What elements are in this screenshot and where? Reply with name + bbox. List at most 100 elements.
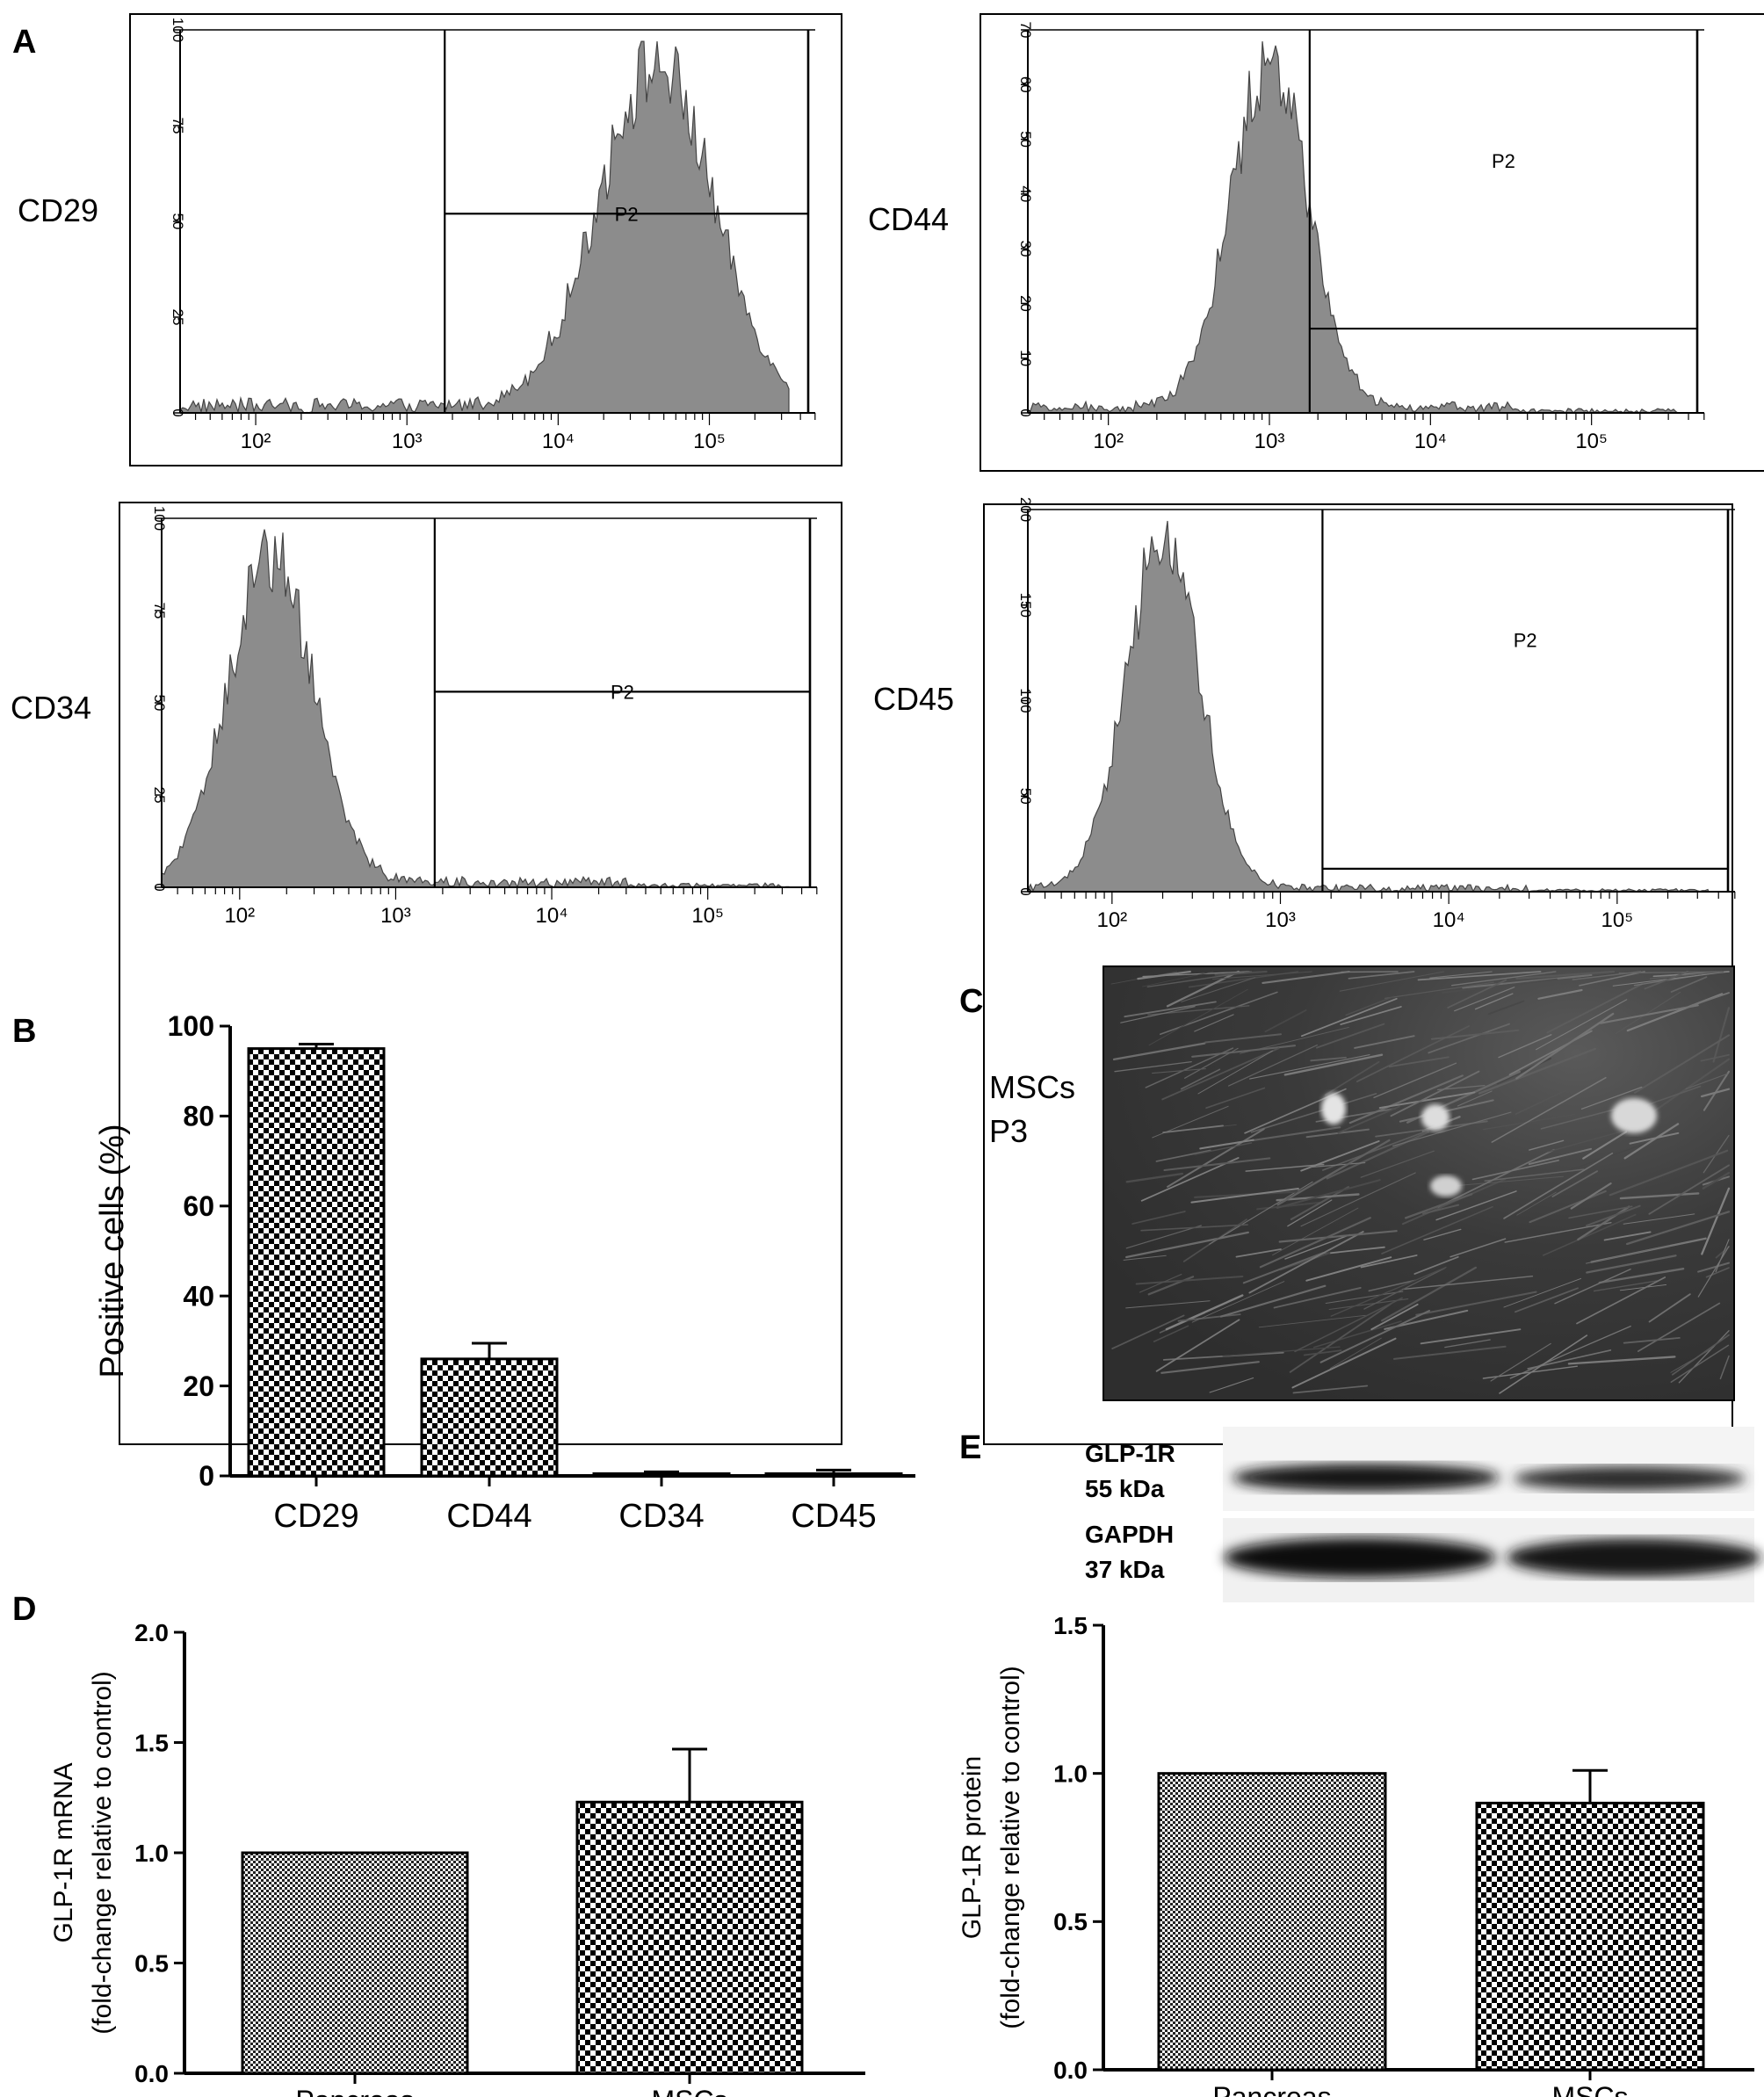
y-tick-label: 80 (183, 1101, 214, 1132)
histogram-y-tick-label: 25 (151, 787, 168, 804)
histogram-x-tick-label: 10³ (1265, 908, 1296, 932)
bar (247, 1047, 386, 1478)
gate-label: P2 (1514, 630, 1537, 652)
histogram-x-tick-label: 10⁴ (542, 430, 575, 453)
histogram-frame (119, 502, 842, 1445)
micrograph-msc-p3 (1102, 965, 1735, 1401)
bar-chart-glp1r-mrna: 0.0 0.5 1.0 1.5 2.0 GLP-1R mRNA (fold-change r… (49, 1619, 865, 2097)
y-tick-label: 1.5 (1053, 1612, 1088, 1639)
histogram-y-tick-label: 60 (1017, 76, 1034, 93)
western-label-gapdh: GAPDH (1085, 1521, 1174, 1548)
x-tick-label: CD29 (273, 1498, 358, 1535)
histogram-cd29: CD29 100 75 50 25 0 10² 10³ 10⁴ 10⁵ P2 (18, 13, 842, 466)
x-tick-label: CD44 (446, 1498, 531, 1535)
histogram-y-tick-label: 75 (170, 118, 186, 134)
histogram-distribution (161, 529, 792, 889)
histogram-marker-label: CD34 (11, 690, 91, 726)
bar (1157, 1772, 1387, 2072)
histogram-x-tick-label: 10⁴ (1414, 430, 1447, 453)
gate-label: P2 (615, 203, 639, 225)
gate-label: P2 (611, 681, 634, 703)
bar (1475, 1801, 1705, 2072)
y-tick-label: 0.0 (1053, 2057, 1088, 2084)
histogram-x-tick-label: 10⁵ (1601, 908, 1634, 932)
histogram-y-tick-label: 100 (151, 506, 168, 531)
western-blot (1223, 1427, 1761, 1602)
bar-chart-positive-cells: 0 20 40 60 80 100 Positive cells (%) CD29 CD44 CD… (94, 1010, 915, 1535)
y-tick-label: 20 (183, 1370, 214, 1402)
x-tick-label: CD34 (618, 1498, 704, 1535)
micrograph-texture (1110, 970, 1731, 1394)
histogram-y-tick-label: 20 (1017, 295, 1034, 312)
y-tick-label: 60 (183, 1190, 214, 1222)
y-axis-label: (fold-change relative to control) (996, 1666, 1025, 2029)
histogram-y-tick-label: 10 (1017, 350, 1034, 366)
histogram-x-tick-label: 10³ (380, 904, 411, 928)
histogram-y-tick-label: 70 (1017, 22, 1034, 39)
x-tick-label: MSCs (651, 2085, 727, 2097)
histogram-x-tick-label: 10⁴ (536, 904, 568, 928)
y-tick-label: 0.0 (134, 2060, 169, 2087)
y-tick-label: 1.5 (134, 1729, 169, 1756)
histogram-y-tick-label: 30 (1017, 241, 1034, 257)
histogram-y-tick-label: 50 (151, 695, 168, 712)
y-axis-label: GLP-1R protein (958, 1756, 987, 1939)
panel-label-c: C (959, 983, 983, 1020)
histogram-cd44: CD44 70 60 50 40 30 20 10 0 10² 10³ 10⁴ 10⁵ P2 (868, 13, 1764, 472)
histogram-frame (980, 13, 1764, 472)
histogram-x-tick-label: 10⁵ (1575, 430, 1608, 453)
histogram-y-tick-label: 100 (170, 18, 186, 42)
histogram-x-tick-label: 10² (1096, 908, 1127, 932)
bar (592, 1472, 731, 1478)
y-tick-label: 1.0 (1053, 1760, 1088, 1787)
histogram-y-tick-label: 200 (1017, 497, 1034, 522)
y-tick-label: 0 (199, 1460, 214, 1492)
histogram-y-tick-label: 150 (1017, 593, 1034, 618)
panel-label-a: A (12, 24, 36, 61)
micrograph-label-line1: MSCs (989, 1069, 1075, 1105)
bar (420, 1357, 559, 1478)
western-label-gapdh-size: 37 kDa (1085, 1556, 1165, 1583)
histogram-x-tick-label: 10⁵ (691, 904, 724, 928)
histogram-x-tick-label: 10² (224, 904, 255, 928)
bar (575, 1800, 804, 2075)
histogram-x-tick-label: 10³ (1254, 430, 1285, 453)
bar (241, 1851, 469, 2075)
y-tick-label: 40 (183, 1280, 214, 1312)
y-tick-label: 1.0 (134, 1840, 169, 1867)
histogram-y-tick-label: 0 (1017, 887, 1034, 895)
histogram-distribution (179, 40, 790, 414)
histogram-marker-label: CD44 (868, 201, 949, 237)
x-tick-label: CD45 (791, 1498, 876, 1535)
histogram-y-tick-label: 40 (1017, 185, 1034, 202)
bar (764, 1472, 903, 1478)
panel-label-e: E (959, 1429, 981, 1466)
panel-label-b: B (12, 1013, 36, 1050)
histogram-y-tick-label: 50 (1017, 788, 1034, 805)
y-axis-label: Positive cells (%) (94, 1124, 131, 1378)
western-label-glp1r: GLP-1R (1085, 1440, 1175, 1467)
histogram-x-tick-label: 10² (1093, 430, 1124, 453)
y-tick-label: 0.5 (1053, 1908, 1088, 1935)
histogram-distribution (1027, 41, 1681, 414)
y-axis-label: (fold-change relative to control) (88, 1671, 117, 2035)
histogram-marker-label: CD29 (18, 192, 98, 228)
panel-label-d: D (12, 1591, 36, 1628)
histogram-y-tick-label: 0 (151, 883, 168, 891)
histogram-y-tick-label: 75 (151, 603, 168, 619)
histogram-x-tick-label: 10⁵ (693, 430, 726, 453)
gate-label: P2 (1492, 150, 1515, 172)
histogram-y-tick-label: 0 (170, 409, 186, 416)
x-tick-label: Pancreas (1212, 2081, 1331, 2097)
western-label-glp1r-size: 55 kDa (1085, 1475, 1165, 1502)
histogram-y-tick-label: 0 (1017, 409, 1034, 416)
histogram-x-tick-label: 10² (241, 430, 271, 453)
histogram-y-tick-label: 50 (1017, 131, 1034, 148)
histogram-y-tick-label: 100 (1017, 688, 1034, 712)
x-tick-label: MSCs (1551, 2081, 1628, 2097)
histogram-marker-label: CD45 (873, 681, 954, 717)
histogram-x-tick-label: 10⁴ (1433, 908, 1465, 932)
x-tick-label: Pancreas (295, 2085, 414, 2097)
histogram-cd34: CD34 100 75 50 25 0 10² 10³ 10⁴ 10⁵ P2 (11, 502, 842, 1445)
